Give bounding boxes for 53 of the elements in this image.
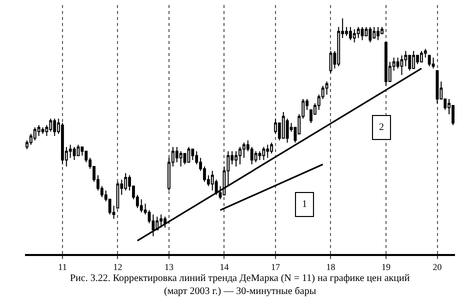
x-tick-label: 17 [271,262,280,272]
candlestick [384,42,388,86]
candlestick [266,144,270,158]
candlestick [160,214,163,228]
candlestick [33,126,36,141]
candlestick [72,146,76,161]
candlestick [352,28,356,43]
candlestick [408,54,412,72]
candlestick [360,26,364,41]
x-tick-label: 13 [164,262,174,272]
annotation: 1 [302,199,307,210]
candlestick [416,54,419,65]
candlestick [164,216,167,228]
candlestick [49,118,52,132]
candlestick [412,50,416,69]
x-tick-label: 12 [113,262,122,272]
text: (март 2003 г.) — 30-минутные бары [164,286,316,297]
candlestick [53,118,56,137]
candlestick [61,122,64,165]
candlestick [376,26,380,41]
x-tick-label: 20 [432,262,442,272]
candlestick [368,26,372,43]
text: Рис. 3.22. Корректировка линий тренда ДеМарка (N = 11) на графике цен акций [70,273,410,284]
candlestick [191,148,194,161]
candlestick [270,142,274,154]
candlestick [372,26,376,38]
candlestick [420,50,423,62]
candlestick [325,81,328,96]
annotation: 2 [379,122,384,133]
candlestick [424,48,427,58]
candlestick [234,150,238,168]
candlestick [428,54,431,67]
x-tick-label: 19 [381,262,391,272]
candlestick [179,150,182,168]
candlestick [254,150,258,163]
candlestick [175,146,178,163]
candlestick [238,146,242,165]
candlestick [348,26,352,41]
candlestick [356,26,360,38]
candlestick [210,170,214,192]
candlestick [400,54,404,76]
candlestick [432,57,435,69]
candlestick [262,146,266,161]
candlestick [37,124,40,137]
candlestick [258,150,262,161]
x-tick-label: 18 [326,262,336,272]
candlestick [124,172,128,192]
x-tick-label: 14 [220,262,230,272]
candlestick [152,214,155,237]
candlestick [282,112,285,139]
candlestick [41,126,44,134]
candlestick [140,198,143,213]
x-tick-label: 11 [58,262,67,272]
